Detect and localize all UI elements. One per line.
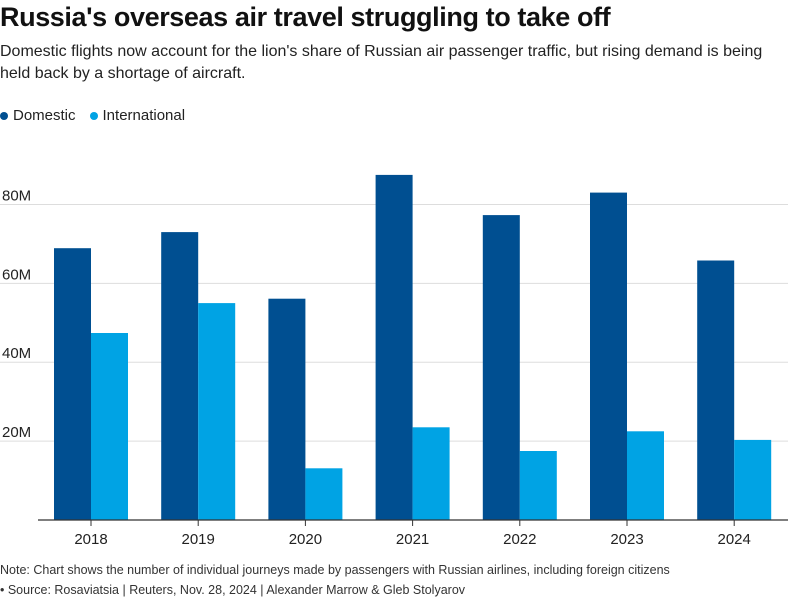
y-tick-label: 80M [2,187,31,204]
legend-swatch-international [89,111,98,120]
chart-note: Note: Chart shows the number of individu… [0,563,670,577]
axes: 20M 40M 60M 80M 2018 2019 2020 2021 2022 2023 2024 [2,187,788,548]
x-tick-label: 2018 [74,531,107,548]
x-tick-label: 2019 [182,531,215,548]
legend: Domestic International [0,107,185,124]
legend-swatch-domestic [0,111,8,120]
y-tick-label: 20M [2,424,31,441]
x-tick-label: 2022 [503,531,536,548]
legend-label-domestic: Domestic [13,107,76,124]
bar-international-2019 [198,303,236,520]
x-tick-label: 2021 [396,531,429,548]
bars [54,174,772,521]
chart-subtitle: Domestic flights now account for the lio… [0,43,763,82]
bar-domestic-2019 [161,232,199,520]
bar-domestic-2022 [482,215,520,520]
bar-domestic-2021 [375,174,413,520]
bar-chart: 20M 40M 60M 80M 2018 2019 2020 2021 2022 2023 2024 [0,174,788,548]
bar-domestic-2024 [697,260,735,520]
bar-international-2020 [305,468,343,520]
bar-international-2022 [519,451,557,520]
bar-domestic-2020 [268,298,306,520]
legend-label-international: International [102,107,186,124]
chart-title: Russia's overseas air travel struggling … [0,2,611,32]
bar-domestic-2018 [54,248,91,520]
y-tick-label: 40M [2,345,31,362]
x-tick-label: 2020 [289,531,322,548]
bar-domestic-2023 [590,192,627,520]
chart-source: • Source: Rosaviatsia | Reuters, Nov. 28… [0,583,466,597]
legend-item-international: International [89,107,186,124]
legend-item-domestic: Domestic [0,107,76,124]
y-tick-label: 60M [2,266,31,283]
x-tick-label: 2024 [718,531,751,548]
bar-international-2018 [91,333,128,520]
bar-international-2024 [734,439,772,520]
x-tick-label: 2023 [610,531,643,548]
bar-international-2023 [627,431,664,521]
bar-international-2021 [412,427,450,520]
